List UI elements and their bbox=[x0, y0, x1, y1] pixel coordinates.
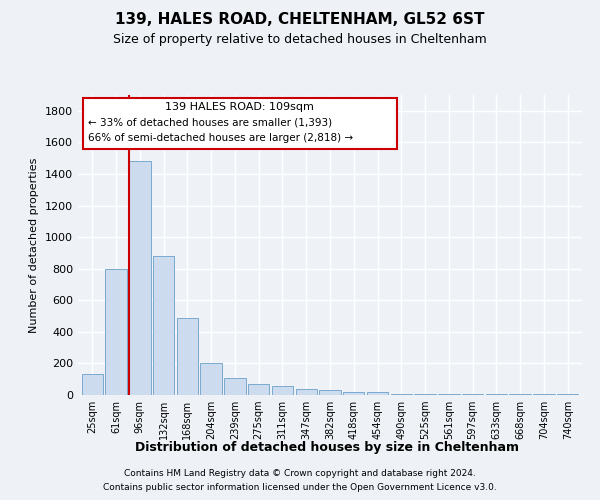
Bar bbox=[462, 394, 484, 395]
Bar bbox=[176, 318, 198, 395]
Bar bbox=[106, 268, 127, 395]
Text: Size of property relative to detached houses in Cheltenham: Size of property relative to detached ho… bbox=[113, 32, 487, 46]
Y-axis label: Number of detached properties: Number of detached properties bbox=[29, 158, 40, 332]
Text: 139 HALES ROAD: 109sqm: 139 HALES ROAD: 109sqm bbox=[165, 102, 314, 113]
Bar bbox=[129, 162, 151, 395]
Bar bbox=[200, 364, 222, 395]
Bar bbox=[367, 392, 388, 395]
Bar bbox=[343, 392, 364, 395]
Bar bbox=[224, 378, 245, 395]
Bar bbox=[415, 394, 436, 395]
Bar bbox=[272, 386, 293, 395]
Bar bbox=[438, 394, 460, 395]
Bar bbox=[509, 394, 531, 395]
Bar bbox=[533, 394, 554, 395]
Bar bbox=[296, 388, 317, 395]
Text: 66% of semi-detached houses are larger (2,818) →: 66% of semi-detached houses are larger (… bbox=[88, 133, 353, 143]
Text: ← 33% of detached houses are smaller (1,393): ← 33% of detached houses are smaller (1,… bbox=[88, 118, 332, 128]
Bar bbox=[557, 394, 578, 395]
Text: Contains HM Land Registry data © Crown copyright and database right 2024.: Contains HM Land Registry data © Crown c… bbox=[124, 470, 476, 478]
Bar bbox=[153, 256, 174, 395]
Text: Contains public sector information licensed under the Open Government Licence v3: Contains public sector information licen… bbox=[103, 483, 497, 492]
FancyBboxPatch shape bbox=[83, 98, 397, 150]
Bar bbox=[486, 394, 507, 395]
Bar bbox=[82, 374, 103, 395]
Text: Distribution of detached houses by size in Cheltenham: Distribution of detached houses by size … bbox=[135, 441, 519, 454]
Bar bbox=[248, 384, 269, 395]
Bar bbox=[391, 394, 412, 395]
Bar bbox=[319, 390, 341, 395]
Text: 139, HALES ROAD, CHELTENHAM, GL52 6ST: 139, HALES ROAD, CHELTENHAM, GL52 6ST bbox=[115, 12, 485, 28]
